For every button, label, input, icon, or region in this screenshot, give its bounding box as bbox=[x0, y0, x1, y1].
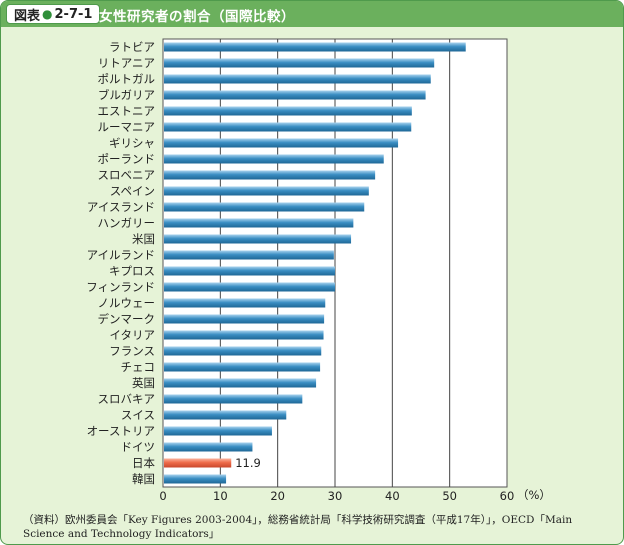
bar bbox=[164, 202, 365, 212]
bar bbox=[164, 90, 426, 100]
figure-label-prefix: 図表 bbox=[14, 8, 41, 24]
category-label: ドイツ bbox=[121, 440, 156, 454]
category-label: エストニア bbox=[98, 104, 156, 118]
category-label: デンマーク bbox=[98, 312, 156, 326]
bar bbox=[164, 410, 287, 420]
bar bbox=[164, 122, 412, 132]
category-label: キプロス bbox=[109, 264, 155, 278]
bar bbox=[164, 474, 227, 484]
data-labels: 11.9 bbox=[235, 456, 261, 470]
category-label: スペイン bbox=[110, 184, 155, 198]
category-label: ノルウェー bbox=[98, 296, 156, 310]
source-note: （資料）欧州委員会「Key Figures 2003-2004」，総務省統計局「… bbox=[23, 514, 573, 540]
category-label: チェコ bbox=[121, 360, 156, 374]
category-label: ポーランド bbox=[98, 152, 156, 166]
figure-label-number: 2-7-1 bbox=[54, 6, 93, 22]
bar bbox=[164, 330, 324, 340]
x-tick-labels: 0 10 20 30 40 50 60 bbox=[159, 489, 514, 503]
bar bbox=[164, 298, 326, 308]
bar-highlight bbox=[164, 458, 232, 468]
bar bbox=[164, 42, 466, 52]
category-label: 韓国 bbox=[132, 472, 155, 486]
category-label: オーストリア bbox=[87, 424, 155, 438]
data-label: 11.9 bbox=[235, 456, 261, 470]
bar bbox=[164, 186, 369, 196]
category-label: フランス bbox=[109, 344, 155, 358]
bar bbox=[164, 282, 335, 292]
x-tick-label: 10 bbox=[213, 489, 228, 503]
category-label: リトアニア bbox=[98, 56, 155, 70]
bar bbox=[164, 362, 321, 372]
category-label: ギリシャ bbox=[109, 136, 155, 150]
bar bbox=[164, 346, 322, 356]
bar bbox=[164, 170, 376, 180]
bar bbox=[164, 74, 431, 84]
bar-chart: ラトビアリトアニアポルトガルブルガリアエストニアルーマニアギリシャポーランドスロ… bbox=[86, 38, 551, 503]
category-label: フィンランド bbox=[86, 280, 155, 294]
bar bbox=[164, 234, 352, 244]
bar bbox=[164, 138, 399, 148]
x-tick-label: 40 bbox=[385, 489, 400, 503]
category-label: ブルガリア bbox=[98, 88, 155, 102]
bar bbox=[164, 442, 253, 452]
figure-label: 図表 ● 2-7-1 bbox=[6, 4, 101, 24]
category-label: アイルランド bbox=[87, 248, 155, 262]
category-label: ポルトガル bbox=[98, 72, 156, 86]
bar bbox=[164, 250, 334, 260]
x-tick-label: 50 bbox=[442, 489, 457, 503]
x-tick-label: 0 bbox=[159, 489, 166, 503]
x-tick-label: 60 bbox=[500, 489, 515, 503]
category-label: ハンガリー bbox=[98, 216, 156, 230]
category-labels: ラトビアリトアニアポルトガルブルガリアエストニアルーマニアギリシャポーランドスロ… bbox=[86, 40, 155, 486]
category-label: 日本 bbox=[132, 456, 155, 470]
bar bbox=[164, 314, 325, 324]
category-label: ルーマニア bbox=[98, 120, 156, 134]
category-label: スロバキア bbox=[98, 392, 156, 406]
category-label: ラトビア bbox=[109, 40, 155, 54]
bar bbox=[164, 218, 354, 228]
category-label: イタリア bbox=[109, 328, 155, 342]
category-label: 英国 bbox=[132, 376, 155, 390]
bar bbox=[164, 394, 303, 404]
x-tick-label: 30 bbox=[328, 489, 343, 503]
figure-header: 図表 ● 2-7-1 女性研究者の割合（国際比較） bbox=[1, 1, 623, 27]
category-label: アイスランド bbox=[87, 200, 155, 214]
unit-label: （%） bbox=[517, 488, 551, 502]
category-label: スイス bbox=[121, 408, 155, 422]
category-label: 米国 bbox=[132, 232, 155, 246]
bar bbox=[164, 58, 435, 68]
bar bbox=[164, 426, 272, 436]
bar bbox=[164, 378, 317, 388]
figure-title: 女性研究者の割合（国際比較） bbox=[99, 9, 295, 25]
bars bbox=[164, 42, 466, 484]
bar bbox=[164, 266, 335, 276]
category-label: スロベニア bbox=[98, 168, 156, 182]
bar bbox=[164, 154, 384, 164]
x-tick-label: 20 bbox=[270, 489, 285, 503]
bullet-icon: ● bbox=[42, 7, 53, 21]
bar bbox=[164, 106, 412, 116]
